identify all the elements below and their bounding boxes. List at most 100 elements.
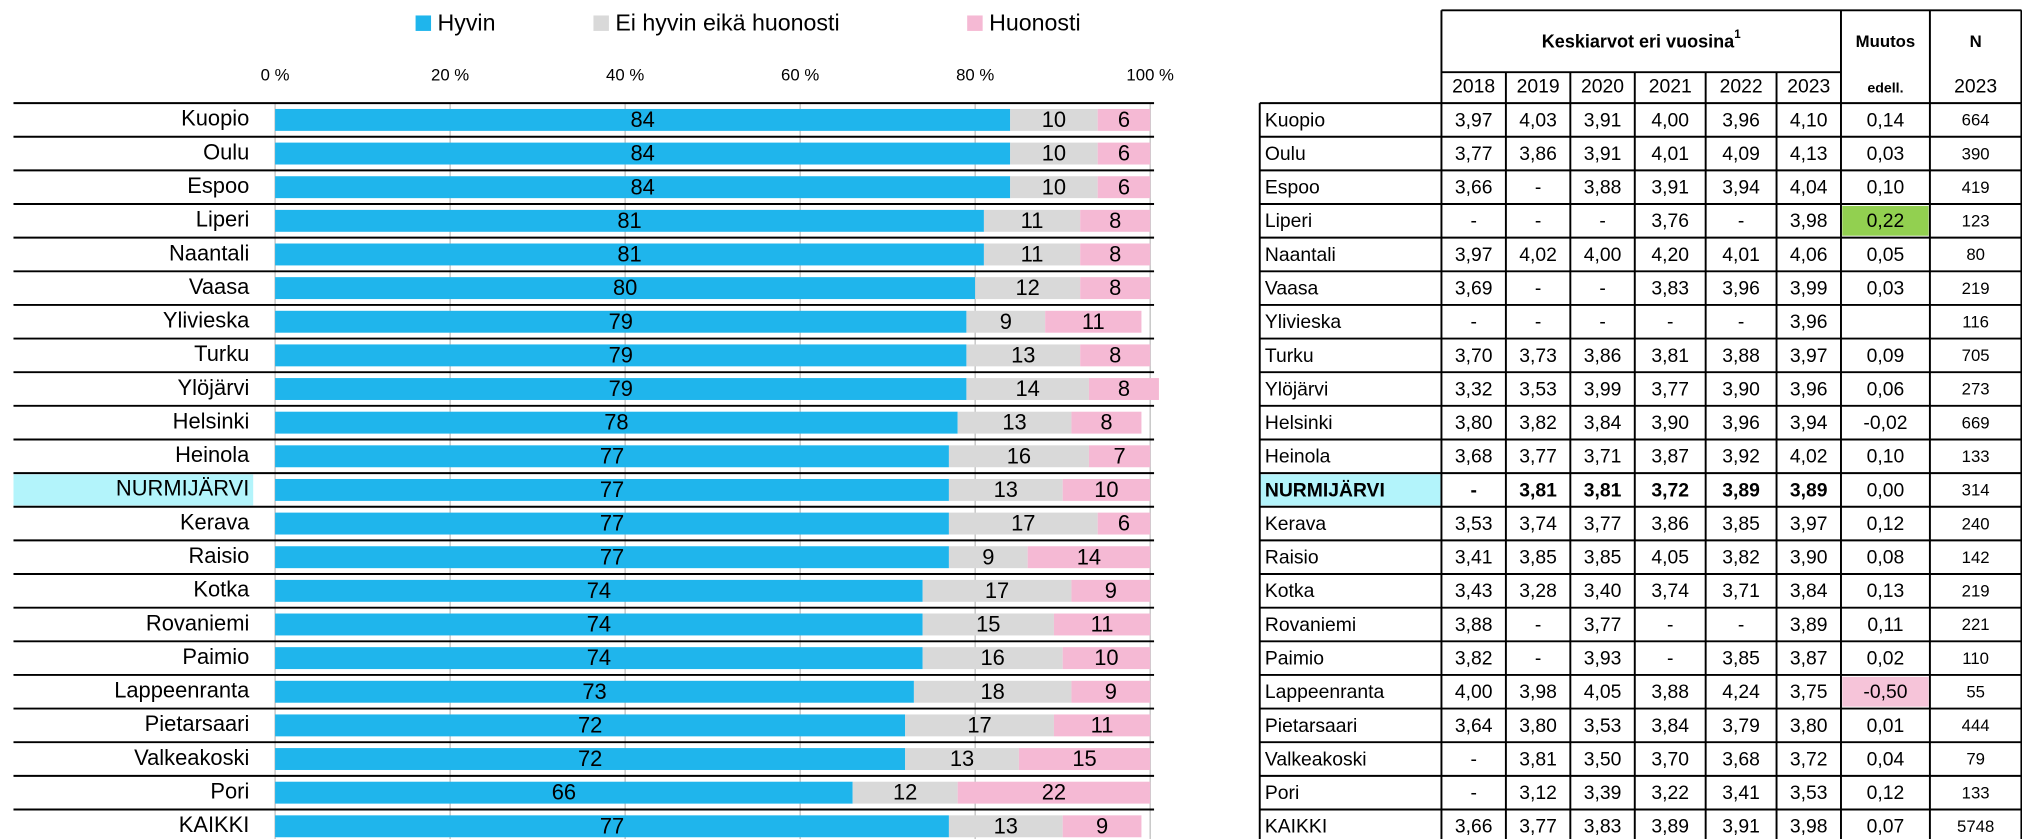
row-name: Valkeakoski: [1265, 749, 1367, 770]
bar-segment: [275, 344, 967, 367]
table-cell: 3,41: [1722, 783, 1760, 804]
bar-segment: [275, 108, 1011, 131]
row-name: Raisio: [1265, 548, 1319, 569]
table-cell: 3,89: [1651, 817, 1689, 838]
table-cell: 3,89: [1790, 615, 1828, 636]
legend-label: Huonosti: [989, 10, 1081, 36]
table-cell: 3,32: [1455, 379, 1493, 400]
year-header: 2018: [1452, 77, 1495, 98]
data-label: 6: [1118, 141, 1130, 166]
table-cell: 3,53: [1790, 783, 1828, 804]
row-name: Vaasa: [1265, 279, 1319, 300]
bar-segment: [275, 815, 949, 838]
table-cell: 419: [1962, 178, 1990, 197]
table-cell: 3,85: [1722, 649, 1760, 670]
bar-segment: [275, 714, 906, 737]
table-cell: 3,81: [1519, 749, 1557, 770]
bar-segment: [275, 647, 923, 670]
data-label: 74: [587, 578, 611, 603]
data-label: 79: [609, 342, 633, 367]
data-label: 72: [578, 746, 602, 771]
y-tick-label: NURMIJÄRVI: [116, 476, 249, 501]
row-name: NURMIJÄRVI: [1265, 478, 1385, 501]
table-cell: -: [1470, 211, 1476, 232]
table-cell: 3,72: [1790, 749, 1828, 770]
table-cell: 0,06: [1867, 379, 1905, 400]
table-cell: 3,69: [1455, 279, 1493, 300]
table-cell: 133: [1962, 783, 1990, 802]
bar-segment: [1097, 176, 1151, 199]
data-label: 15: [976, 612, 1000, 637]
data-label: 11: [1091, 612, 1114, 637]
table-cell: 0,12: [1867, 514, 1905, 535]
x-tick-label: 0 %: [261, 65, 290, 84]
table-cell: -: [1470, 480, 1476, 501]
bar-segment: [275, 546, 949, 569]
y-tick-label: Pori: [210, 778, 249, 803]
table-cell: 3,43: [1455, 581, 1493, 602]
bar-segment: [1062, 815, 1142, 838]
data-label: 8: [1100, 410, 1112, 435]
data-label: 14: [1015, 376, 1039, 401]
table-cell: 3,70: [1651, 749, 1689, 770]
table-cell: 3,66: [1455, 178, 1493, 199]
table-cell: 3,39: [1584, 783, 1622, 804]
table-cell: 3,91: [1584, 144, 1622, 165]
data-label: 77: [600, 443, 624, 468]
table-cell: 80: [1966, 245, 1985, 264]
bar-segment: [957, 411, 1072, 434]
table-cell: 3,70: [1455, 346, 1493, 367]
table-cell: 4,06: [1790, 245, 1828, 266]
table-cell: 3,77: [1651, 379, 1689, 400]
data-label: 74: [587, 645, 611, 670]
table-cell: 4,05: [1651, 548, 1689, 569]
table-cell: -: [1535, 649, 1541, 670]
table-cell: 3,71: [1722, 581, 1760, 602]
table-cell: 4,03: [1519, 110, 1557, 131]
table-cell: 3,98: [1790, 211, 1828, 232]
bar-segment: [1080, 344, 1151, 367]
table-cell: 221: [1962, 615, 1990, 634]
table-cell: 3,82: [1455, 649, 1493, 670]
data-label: 8: [1118, 376, 1130, 401]
row-name: Kuopio: [1265, 110, 1325, 131]
table-cell: 3,73: [1519, 346, 1557, 367]
x-tick-label: 20 %: [431, 65, 469, 84]
data-label: 8: [1109, 242, 1121, 267]
y-tick-label: Helsinki: [173, 408, 250, 433]
table-cell: 3,77: [1519, 817, 1557, 838]
row-name: Espoo: [1265, 178, 1320, 199]
table-cell: 3,76: [1651, 211, 1689, 232]
row-name: Oulu: [1265, 144, 1306, 165]
data-label: 10: [1042, 174, 1066, 199]
row-name: Heinola: [1265, 447, 1331, 468]
y-tick-label: Kotka: [193, 577, 250, 602]
data-label: 10: [1042, 107, 1066, 132]
table-cell: 3,97: [1790, 514, 1828, 535]
data-label: 17: [985, 578, 1009, 603]
bar-segment: [922, 647, 1063, 670]
table-cell: 3,88: [1455, 615, 1493, 636]
table-cell: 110: [1962, 649, 1989, 668]
bar-segment: [948, 512, 1098, 535]
bar-segment: [1010, 176, 1098, 199]
table-cell: 3,79: [1722, 716, 1760, 737]
table-cell: -: [1738, 312, 1744, 333]
data-label: 77: [600, 544, 624, 569]
bar-segment: [1097, 512, 1151, 535]
table-cell: 705: [1962, 346, 1990, 365]
table-cell: 3,91: [1651, 178, 1689, 199]
bar-segment: [275, 142, 1011, 165]
table-cell: 3,77: [1584, 514, 1622, 535]
data-label: 14: [1077, 544, 1101, 569]
table-cell: -: [1535, 178, 1541, 199]
table-cell: 3,88: [1722, 346, 1760, 367]
table-cell: 3,98: [1519, 682, 1557, 703]
data-label: 6: [1118, 511, 1130, 536]
table-cell: 3,80: [1790, 716, 1828, 737]
table-header: Muutos: [1856, 32, 1916, 51]
table-cell: 3,85: [1584, 548, 1622, 569]
table-cell: 3,94: [1722, 178, 1760, 199]
row-name: Pietarsaari: [1265, 716, 1357, 737]
bar-segment: [1071, 579, 1151, 602]
